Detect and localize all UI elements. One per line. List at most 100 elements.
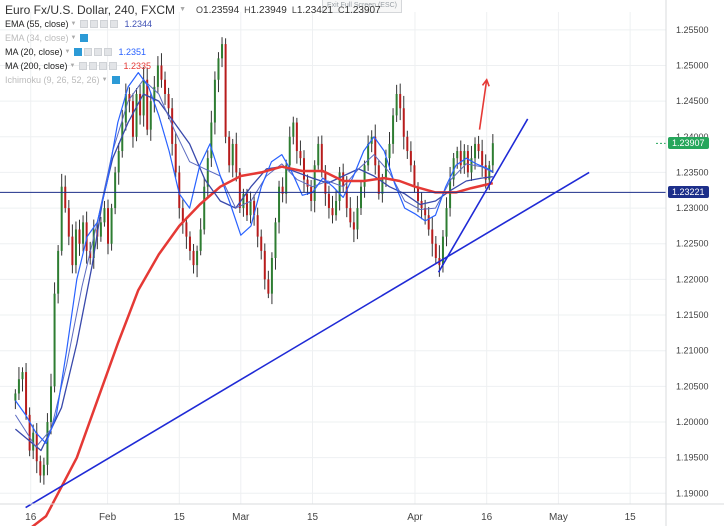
indicator-caret-icon[interactable]: ▼ [64,49,71,55]
indicator-caret-icon[interactable]: ▼ [101,77,108,83]
x-tick-label: May [549,512,568,523]
candle-body [338,172,341,201]
candle-body [402,108,405,137]
candle-body [32,432,35,451]
candle-body [181,208,184,223]
ohlc-values: O1.23594 H1.23949 L1.23421 C1.23907 [194,3,384,18]
grid-lines [0,12,666,504]
eye-active-icon[interactable] [111,76,120,84]
close-icon[interactable] [110,20,119,28]
indicator-caret-icon[interactable]: ▼ [70,35,77,41]
trendline [25,171,590,509]
candle-body [149,101,152,130]
settings-icon[interactable] [90,20,99,28]
candle-body [28,414,31,451]
indicator-row[interactable]: Ichimoku (9, 26, 52, 26) ▼ [5,73,384,87]
indicator-name[interactable]: Ichimoku (9, 26, 52, 26) [5,75,100,85]
candle-body [203,186,206,230]
candle-body [306,179,309,187]
arrow-head [481,78,490,87]
ohlc-key: H [244,4,251,15]
y-tick-label: 1.21000 [676,346,709,356]
title-caret-icon[interactable]: ▼ [179,6,186,13]
indicator-caret-icon[interactable]: ▼ [70,21,77,27]
eye-icon[interactable] [80,20,89,28]
source-icon[interactable] [94,48,103,56]
candle-body [406,136,409,152]
candle-body [356,208,359,230]
candle-body [381,179,384,194]
candle-body [456,151,459,159]
candle-body [206,158,209,187]
candle-body [441,236,444,266]
candle-body [156,65,159,87]
last-price-label: 1.23907 [668,137,709,150]
symbol-title[interactable]: Euro Fx/U.S. Dollar, 240, FXCM [5,3,176,17]
settings-icon[interactable] [89,62,98,70]
indicator-row[interactable]: EMA (55, close) ▼ 1.2344 [5,17,384,31]
candle-body [399,94,402,109]
candle-body [210,122,213,159]
candle-body [417,186,420,201]
settings-icon[interactable] [84,48,93,56]
eye-icon[interactable] [79,62,88,70]
candle-body [274,222,277,258]
candle-body [153,86,156,102]
candle-body [285,165,288,194]
candle-body [281,186,284,194]
indicator-name[interactable]: MA (20, close) [5,47,63,57]
trendline [437,118,529,273]
candle-body [327,193,330,209]
eye-active-icon[interactable] [74,48,83,56]
eye-active-icon[interactable] [80,34,89,42]
candle-body [349,208,352,223]
candle-body [192,250,195,266]
x-tick-label: Apr [407,512,423,523]
candle-body [92,229,95,258]
indicator-caret-icon[interactable]: ▼ [69,63,76,69]
indicator-row[interactable]: MA (20, close) ▼ 1.2351 [5,45,384,59]
candle-body [260,236,263,251]
close-icon[interactable] [109,62,118,70]
candle-body [253,200,256,216]
source-icon[interactable] [100,20,109,28]
y-tick-label: 1.20500 [676,381,709,391]
candle-body [174,143,177,173]
candle-body [60,186,63,251]
ohlc-value: 1.23949 [250,4,287,16]
x-tick-label: Mar [232,512,250,523]
candle-body [199,229,202,251]
candle-body [99,222,102,237]
candle-body [114,172,117,209]
candle-body [270,258,273,294]
indicator-name[interactable]: EMA (55, close) [5,19,69,29]
candle-body [324,172,327,194]
y-tick-label: 1.22500 [676,239,709,249]
source-icon[interactable] [99,62,108,70]
indicator-row[interactable]: MA (200, close) ▼ 1.2335 [5,59,384,73]
indicator-value: 1.2351 [118,47,147,57]
candle-body [360,186,363,209]
candle-body [82,222,85,244]
indicator-list: EMA (55, close) ▼ 1.2344 EMA (34, close) ▼ MA… [5,17,384,87]
ohlc-key: L [291,4,297,15]
candle-body [146,79,149,130]
candle-body [17,379,20,394]
candle-body [267,279,270,294]
close-icon[interactable] [104,48,113,56]
indicator-row[interactable]: EMA (34, close) ▼ [5,31,384,45]
exit-fullscreen-button[interactable]: Exit Full Screen (ESC) [322,0,403,13]
candle-body [185,222,188,237]
indicator-name[interactable]: MA (200, close) [5,61,68,71]
candle-body [107,208,110,244]
candle-body [50,386,53,422]
indicator-name[interactable]: EMA (34, close) [5,33,69,43]
candle-body [477,143,480,152]
x-tick-label: 16 [25,512,37,523]
candle-body [335,200,338,216]
chart-legend: Euro Fx/U.S. Dollar, 240, FXCM ▼ O1.2359… [5,3,384,87]
candle-body [142,79,145,116]
candle-body [374,136,377,166]
